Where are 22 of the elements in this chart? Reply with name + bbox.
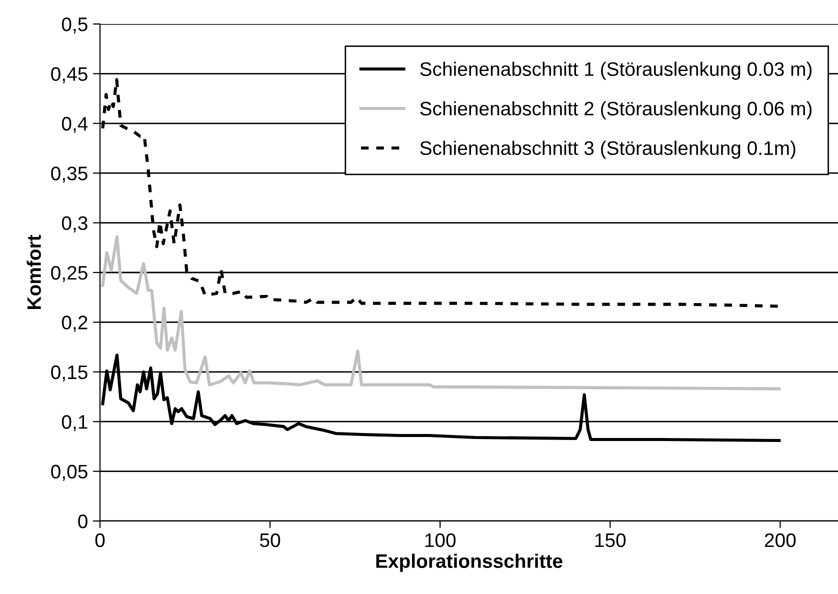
line-series bbox=[101, 235, 781, 390]
x-tick-label: 0 bbox=[95, 533, 105, 548]
y-tick-label: 0,15 bbox=[51, 365, 88, 382]
y-tick-label: 0,5 bbox=[62, 17, 88, 34]
y-tick-label: 0,3 bbox=[62, 216, 88, 232]
y-tick-label: 0,2 bbox=[62, 316, 88, 332]
x-tick-label: 150 bbox=[595, 533, 626, 548]
y-tick-label: 0 bbox=[78, 514, 88, 528]
x-tick-label: 200 bbox=[764, 533, 796, 548]
y-tick-label: 0,1 bbox=[62, 415, 88, 432]
y-tick-label: 0,4 bbox=[62, 116, 88, 133]
x-tick-label: 50 bbox=[260, 533, 280, 548]
x-tick-label: 100 bbox=[425, 533, 456, 548]
legend-label: Schienenabschnitt 3 (Störauslenkung 0.1m) bbox=[420, 140, 796, 159]
y-tick-label: 0,45 bbox=[51, 67, 88, 84]
legend-label: Schienenabschnitt 2 (Störauslenkung 0.06 m) bbox=[420, 101, 812, 120]
legend-label: Schienenabschnitt 1 (Störauslenkung 0.03 m) bbox=[420, 62, 812, 80]
y-tick-label: 0,25 bbox=[51, 266, 88, 282]
y-tick-label: 0,35 bbox=[51, 166, 88, 183]
y-axis-title: Komfort bbox=[26, 234, 41, 309]
y-tick-label: 0,05 bbox=[51, 464, 88, 481]
x-axis-title: Explorationsschritte bbox=[376, 554, 562, 572]
